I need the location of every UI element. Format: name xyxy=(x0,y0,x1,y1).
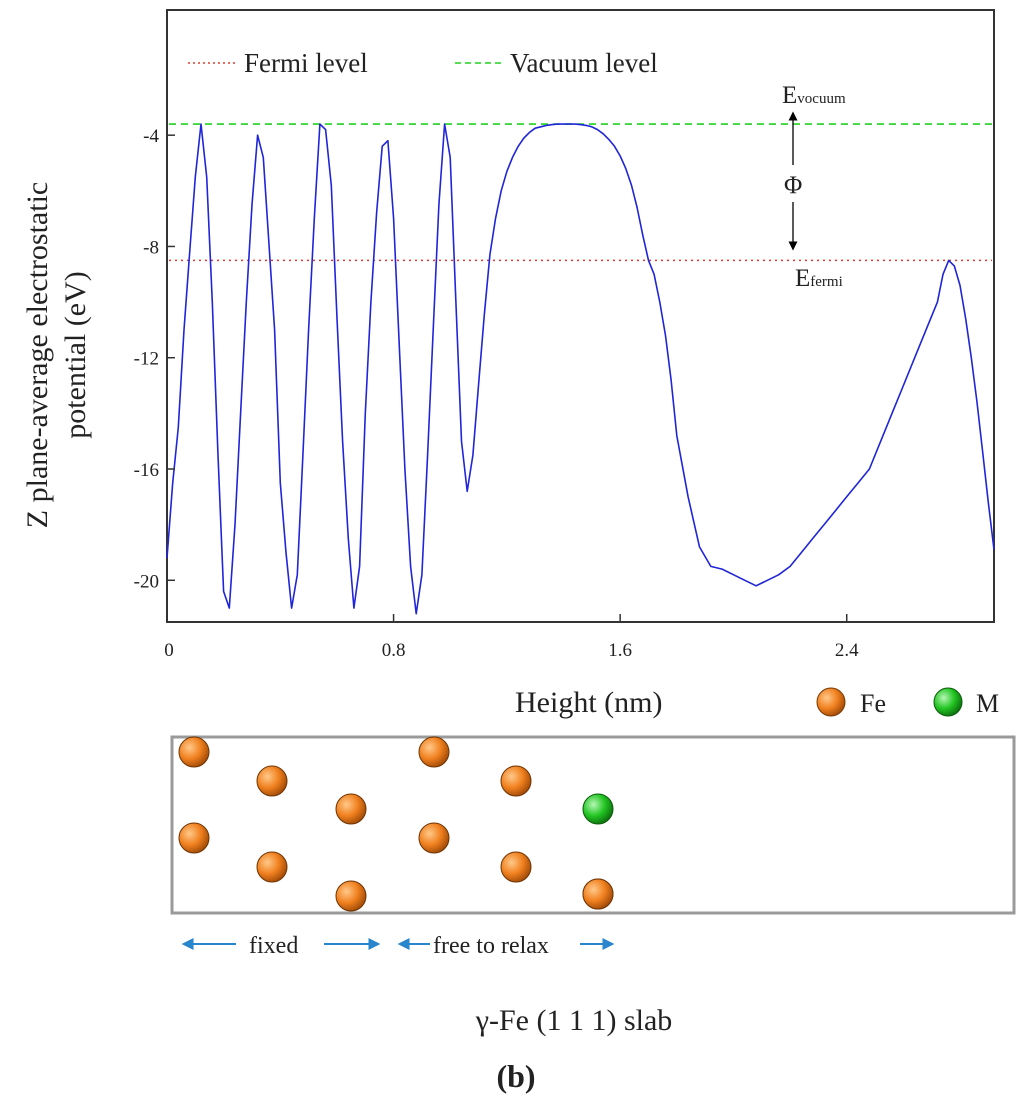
legend-m-label: M xyxy=(976,689,999,718)
x-axis: 0 0.8 1.6 2.4 xyxy=(164,614,859,661)
atom-fe xyxy=(418,736,450,768)
atom-fe xyxy=(582,878,614,910)
slab-caption: γ-Fe (1 1 1) slab xyxy=(475,1004,673,1037)
y-tick-label: -16 xyxy=(134,460,159,481)
atom-fe xyxy=(256,851,288,883)
legend: Fermi level Vacuum level xyxy=(188,48,658,78)
legend-label-vacuum: Vacuum level xyxy=(510,48,658,78)
atom-fe xyxy=(256,765,288,797)
plot-frame xyxy=(166,9,995,623)
e-fermi-main: E xyxy=(795,265,810,292)
legend-m-sphere xyxy=(933,687,963,717)
y-axis: -4 -8 -12 -16 -20 xyxy=(134,126,175,592)
x-tick-label: 0.8 xyxy=(382,640,406,661)
x-tick-label: 2.4 xyxy=(835,640,859,661)
atom-fe xyxy=(335,880,367,912)
fixed-label: fixed xyxy=(249,933,298,959)
atom-fe xyxy=(178,736,210,768)
x-tick-label: 1.6 xyxy=(608,640,632,661)
y-axis-title-line-2: potential (eV) xyxy=(59,271,92,438)
y-tick-label: -20 xyxy=(134,571,159,592)
y-axis-title: Z plane-average electrostatic potential … xyxy=(21,182,92,528)
free-label: free to relax xyxy=(433,933,549,959)
e-vacuum-main: E xyxy=(782,82,797,109)
y-tick-label: -4 xyxy=(143,126,159,147)
e-fermi-sub: fermi xyxy=(810,274,842,290)
e-fermi-label: Efermi xyxy=(795,265,843,292)
atom-legend: Fe M xyxy=(816,687,999,718)
x-tick-label: 0 xyxy=(164,640,174,661)
e-vacuum-sub: vocuum xyxy=(797,91,846,107)
legend-label-fermi: Fermi level xyxy=(244,48,368,78)
legend-fe-label: Fe xyxy=(860,689,886,718)
work-function-annotation: Evocuum Φ Efermi xyxy=(782,82,846,292)
atom-fe xyxy=(500,851,532,883)
phi-symbol: Φ xyxy=(784,172,802,199)
chart: 0 0.8 1.6 2.4 -4 -8 -12 -16 -20 Fermi level Vac… xyxy=(21,9,995,719)
atom-fe xyxy=(335,793,367,825)
atom-fe xyxy=(178,822,210,854)
panel-label: (b) xyxy=(496,1058,535,1094)
atom-fe xyxy=(418,822,450,854)
y-tick-label: -8 xyxy=(143,237,159,258)
slab-cell-box xyxy=(170,735,1016,915)
y-axis-title-line-1: Z plane-average electrostatic xyxy=(21,182,54,528)
slab-panel: fixed free to relax γ-Fe (1 1 1) slab (b… xyxy=(170,735,1016,1094)
series-line-potential xyxy=(166,123,995,615)
legend-fe-sphere xyxy=(816,687,846,717)
y-tick-label: -12 xyxy=(134,349,159,370)
e-vacuum-label: Evocuum xyxy=(782,82,846,109)
x-axis-title: Height (nm) xyxy=(515,686,662,719)
plot-area xyxy=(166,123,995,615)
atom-m xyxy=(582,793,614,825)
atom-fe xyxy=(500,765,532,797)
atoms xyxy=(178,736,614,912)
